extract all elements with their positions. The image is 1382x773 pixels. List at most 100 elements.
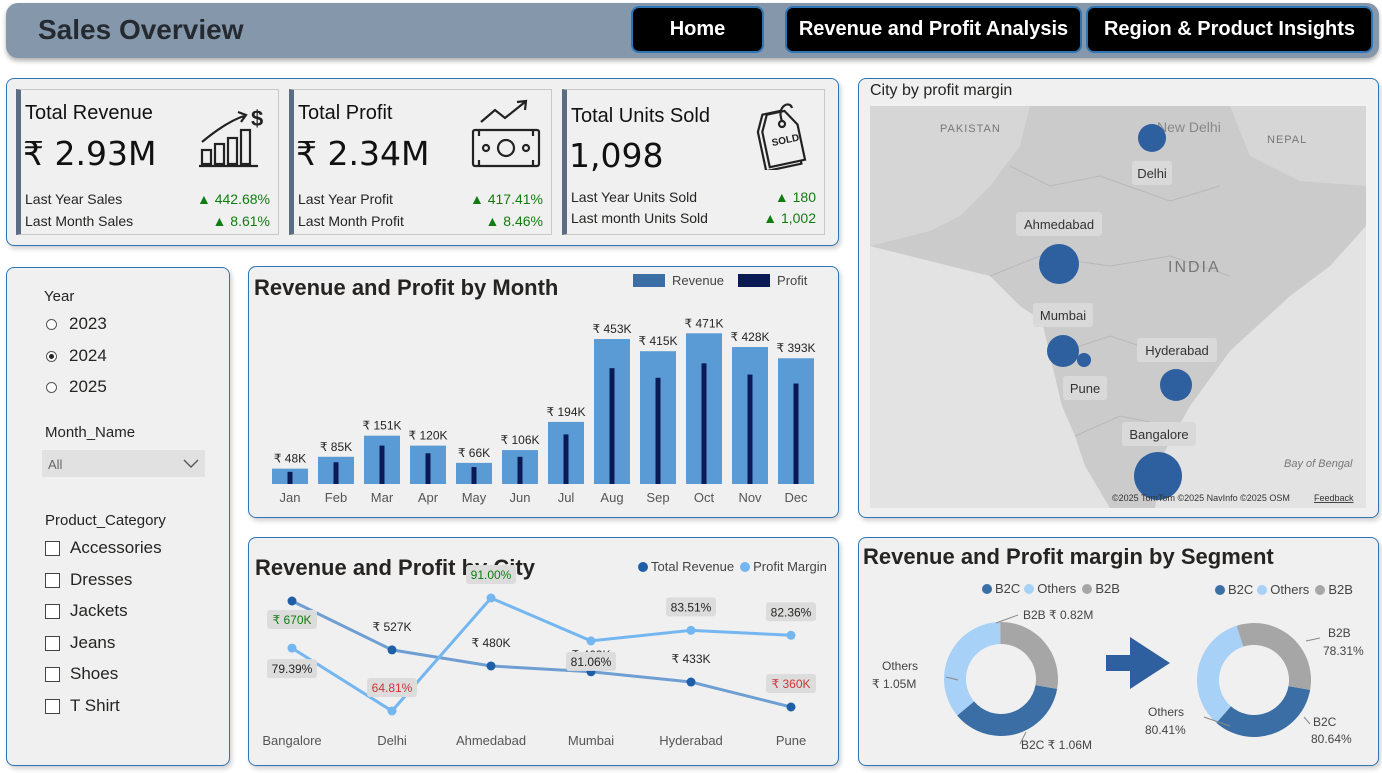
profit-bar[interactable]: [517, 456, 523, 484]
year-option-2023[interactable]: 2023: [46, 314, 107, 334]
legend-label-b2b: B2B: [1328, 582, 1353, 597]
profit-margin-data-label: 79.39%: [272, 662, 313, 676]
revenue-data-label: ₹ 106K: [501, 433, 540, 447]
year-option-2025[interactable]: 2025: [46, 377, 107, 397]
segment-legend-right: B2C Others B2B: [1215, 582, 1353, 597]
legend-dot-b2b: [1315, 584, 1326, 595]
profit-margin-point[interactable]: [486, 593, 496, 603]
total-revenue-data-label: ₹ 480K: [472, 636, 511, 650]
kpi-card-total-revenue: Total Revenue ₹ 2.93M Last Year Sales ▲ …: [16, 89, 279, 235]
region-product-insights-nav-button[interactable]: Region & Product Insights: [1086, 6, 1373, 53]
total-revenue-data-label: ₹ 360K: [772, 677, 811, 691]
revenue-data-label: ₹ 120K: [409, 429, 448, 443]
legend-label-b2c: B2C: [995, 581, 1021, 596]
legend-swatch-profit: [738, 274, 771, 287]
category-option-jackets[interactable]: Jackets: [45, 601, 128, 621]
city-map[interactable]: PAKISTAN New Delhi NEPAL INDIA Bay of Be…: [870, 106, 1366, 508]
map-label-india: INDIA: [1168, 259, 1221, 276]
category-option-t-shirt[interactable]: T Shirt: [45, 696, 120, 716]
kpi-title: Total Units Sold: [571, 105, 710, 127]
profit-bar[interactable]: [655, 377, 661, 484]
home-nav-button[interactable]: Home: [631, 6, 764, 53]
revenue-donut-slice-others[interactable]: [944, 622, 1001, 716]
revenue-data-label: ₹ 48K: [274, 452, 306, 466]
kpi-row2-label: Last month Units Sold: [571, 210, 708, 226]
profit-bar[interactable]: [609, 368, 615, 484]
profit-margin-point[interactable]: [387, 706, 397, 716]
revenue-donut-slice-b2c[interactable]: [957, 685, 1058, 736]
total-revenue-data-label: ₹ 433K: [672, 652, 711, 666]
legend-dot-others: [1024, 583, 1035, 594]
month-tick-label: Oct: [694, 490, 715, 505]
kpi-row2-delta: ▲ 8.61%: [212, 213, 270, 229]
profit-margin-data-label: 64.81%: [372, 681, 413, 695]
seg-label-others: Others: [882, 659, 918, 673]
category-option-accessories[interactable]: Accessories: [45, 538, 162, 558]
legend-dot-total-revenue: [638, 561, 648, 572]
margin-donut-slice-b2b[interactable]: [1236, 623, 1311, 690]
profit-margin-point[interactable]: [287, 643, 297, 653]
category-option-label: T Shirt: [70, 696, 120, 715]
map-bubble-delhi[interactable]: [1138, 124, 1166, 152]
profit-bar[interactable]: [563, 434, 569, 484]
segment-legend-left: B2C Others B2B: [982, 581, 1120, 596]
map-bubble-pune[interactable]: [1077, 353, 1091, 367]
map-tag-bg: [1033, 303, 1093, 327]
revenue-data-label: ₹ 66K: [458, 446, 490, 460]
revenue-profit-analysis-nav-button[interactable]: Revenue and Profit Analysis: [785, 6, 1082, 53]
year-slicer-label: Year: [44, 288, 75, 305]
total-revenue-point[interactable]: [686, 677, 696, 687]
city-tick-label: Bangalore: [262, 733, 321, 748]
profit-bar[interactable]: [333, 462, 339, 484]
profit-bar[interactable]: [701, 363, 707, 484]
leader-line: [1303, 716, 1311, 725]
margin-donut-slice-b2c[interactable]: [1216, 686, 1311, 737]
map-bubble-mumbai[interactable]: [1047, 335, 1079, 367]
revenue-donut-slice-b2b[interactable]: [1000, 622, 1058, 689]
profit-bar[interactable]: [425, 453, 431, 484]
year-option-2024[interactable]: 2024: [46, 346, 107, 366]
profit-bar[interactable]: [287, 471, 293, 484]
category-option-jeans[interactable]: Jeans: [45, 633, 115, 653]
profit-bar[interactable]: [379, 445, 385, 484]
map-tag-bg: [1137, 338, 1217, 362]
checkbox-icon: [45, 572, 60, 588]
total-revenue-point[interactable]: [486, 661, 496, 671]
leader-line: [1203, 716, 1231, 727]
map-feedback-link[interactable]: Feedback: [1314, 493, 1354, 503]
category-option-shoes[interactable]: Shoes: [45, 664, 118, 684]
seg-label-b2b: B2B: [1328, 626, 1351, 640]
map-bubble-ahmedabad[interactable]: [1039, 244, 1079, 284]
month-dropdown[interactable]: All: [42, 450, 205, 477]
segment-donut-charts: Others ₹ 1.05M B2B ₹ 0.82M B2C ₹ 1.06M B…: [872, 608, 1364, 752]
city-tick-label: Hyderabad: [659, 733, 723, 748]
map-bubble-bangalore[interactable]: [1134, 452, 1182, 500]
profit-margin-point[interactable]: [586, 636, 596, 646]
total-revenue-point[interactable]: [287, 596, 297, 606]
month-tick-label: Feb: [325, 490, 347, 505]
profit-bar[interactable]: [747, 374, 753, 484]
profit-bar[interactable]: [471, 467, 477, 484]
profit-margin-data-label: 81.06%: [571, 655, 612, 669]
map-bubble-hyderabad[interactable]: [1160, 369, 1192, 401]
profit-margin-point[interactable]: [786, 630, 796, 640]
kpi-value: ₹ 2.93M: [23, 134, 157, 173]
year-option-label: 2025: [69, 377, 107, 396]
margin-donut-slice-others[interactable]: [1197, 625, 1244, 723]
data-label-bg: [566, 651, 616, 671]
city-chart-panel: [248, 537, 839, 766]
profit-margin-point[interactable]: [686, 625, 696, 635]
seg-label-others-value: 80.41%: [1145, 723, 1186, 737]
month-tick-label: Jan: [280, 490, 301, 505]
kpi-row1-label: Last Year Profit: [298, 191, 393, 207]
map-tag-bg: [1016, 212, 1102, 236]
legend-dot-others: [1257, 584, 1268, 595]
total-revenue-point[interactable]: [786, 702, 796, 712]
map-tag-hyderabad: Hyderabad: [1145, 343, 1209, 358]
total-revenue-data-label: ₹ 527K: [373, 620, 412, 634]
profit-bar[interactable]: [793, 383, 799, 484]
category-option-dresses[interactable]: Dresses: [45, 570, 132, 590]
category-option-label: Shoes: [70, 664, 119, 683]
total-revenue-point[interactable]: [387, 645, 397, 655]
month-tick-label: May: [462, 490, 487, 505]
